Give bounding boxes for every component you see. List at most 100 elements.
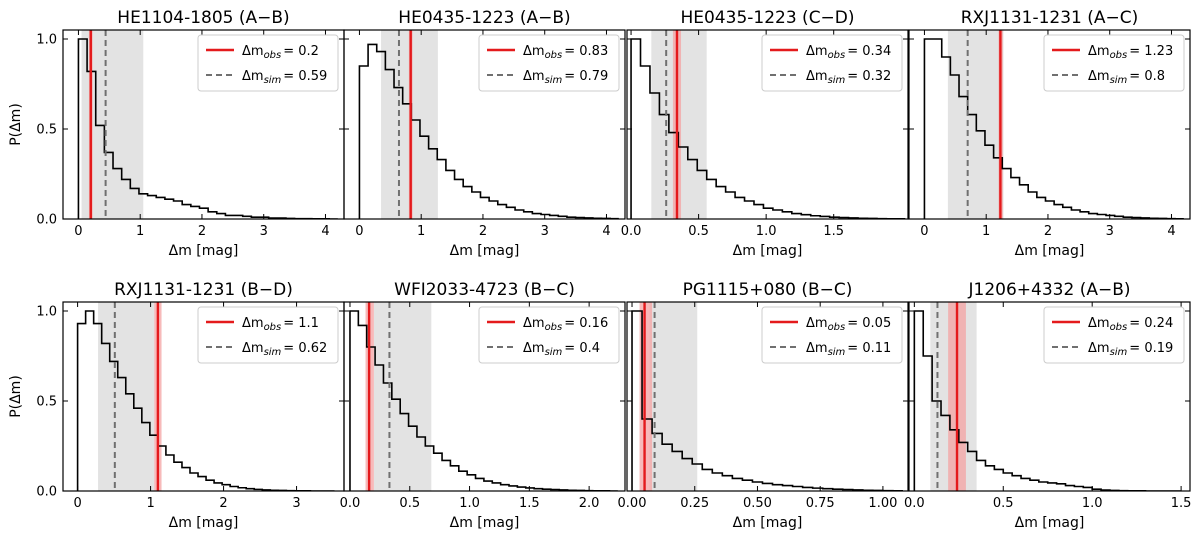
legend-sim-label: Δmsim = 0.4 [523,341,600,358]
panel-title: J1206+4332 (A−B) [968,280,1131,300]
legend-obs-label: Δmobs = 0.16 [523,316,608,333]
axes-frame [626,29,909,220]
x-axis-label: Δm [mag] [733,243,803,259]
x-tick-label: 0.5 [993,496,1014,511]
panel-title: HE0435-1223 (C−D) [680,8,854,28]
histogram-step-line [358,43,619,219]
x-axis-label: Δm [mag] [1015,243,1085,259]
axes-frame [626,301,909,492]
legend-sim-label: Δmsim = 0.32 [806,69,891,86]
plot-area [913,302,1182,491]
x-axis-label: Δm [mag] [733,515,803,531]
legend-obs-label: Δmobs = 0.2 [242,44,319,61]
histogram-step-line [631,310,903,491]
y-axis-label: P(Δm) [8,103,24,146]
chart-panel-3: 0.0 0.5 1.0 1.5 HE0435-1223 (C−D) Δm [mag] Δmo… [621,8,909,259]
plot-area [358,30,619,219]
sim-band [98,302,155,491]
x-tick-label: 4 [1167,224,1175,239]
axes-frame [908,301,1191,492]
legend-obs-label: Δmobs = 0.05 [806,316,891,333]
x-tick-label: 0.75 [806,496,835,511]
plot-area [923,30,1184,219]
axes-frame [343,29,626,220]
x-tick-label: 0 [73,496,81,511]
x-tick-label: 0 [920,224,928,239]
x-tick-label: 0.5 [688,224,709,239]
y-tick-label: 1.0 [36,305,57,320]
x-tick-label: 1 [146,496,154,511]
plot-area [77,30,338,219]
legend: Δmobs = 0.24 Δmsim = 0.19 [1043,306,1185,364]
panel-title: PG1115+080 (B−C) [683,280,853,300]
legend-obs-label: Δmobs = 1.1 [242,316,319,333]
x-tick-label: 2 [198,224,206,239]
x-tick-label: 4 [602,224,610,239]
x-tick-label: 3 [292,496,300,511]
chart-panel-1: 0 1 2 3 4 0.0 0.5 1.0 HE1104-1805 (A−B) Δm [mag] P… [8,8,345,259]
x-tick-label: 1 [982,224,990,239]
chart-panel-8: 0.0 0.5 1.0 1.5 J1206+4332 (A−B) Δm [mag] Δmob… [904,280,1191,531]
x-tick-label: 1.00 [868,496,897,511]
y-tick-label: 1.0 [36,33,57,48]
legend-obs-label: Δmobs = 0.24 [1088,316,1173,333]
plot-area [630,30,906,219]
chart-panel-4: 0 1 2 3 4 RXJ1131-1231 (A−C) Δm [mag] Δmobs = 1.… [908,8,1191,259]
legend: Δmobs = 0.05 Δmsim = 0.11 [761,306,903,364]
y-tick-label: 0.5 [36,123,57,138]
axes-frame [908,29,1191,220]
x-tick-label: 4 [321,224,329,239]
x-tick-label: 2 [479,224,487,239]
y-tick-label: 0.0 [36,213,57,228]
x-tick-label: 0.0 [340,496,361,511]
legend-obs-label: Δmobs = 0.83 [523,44,608,61]
sim-band [649,302,698,491]
x-tick-label: 2 [1044,224,1052,239]
x-tick-label: 0.0 [904,496,925,511]
panel-title: RXJ1131-1231 (B−D) [114,280,293,300]
y-tick-label: 0.5 [36,395,57,410]
x-axis-label: Δm [mag] [450,515,520,531]
legend-sim-label: Δmsim = 0.59 [242,69,327,86]
x-tick-label: 0.5 [399,496,420,511]
axes-frame [343,301,626,492]
panel-title: RXJ1131-1231 (A−C) [961,8,1139,28]
panel-title: HE1104-1805 (A−B) [117,8,289,28]
legend: Δmobs = 0.83 Δmsim = 0.79 [478,34,620,92]
x-tick-label: 2 [219,496,227,511]
x-axis-label: Δm [mag] [1015,515,1085,531]
legend-sim-label: Δmsim = 0.19 [1088,341,1173,358]
x-tick-label: 1.5 [823,224,844,239]
x-tick-label: 1 [136,224,144,239]
x-tick-label: 0.50 [743,496,772,511]
panel-title: HE0435-1223 (A−B) [398,8,570,28]
chart-panel-2: 0 1 2 3 4 HE0435-1223 (A−B) Δm [mag] Δmobs = 0.8… [343,8,626,259]
x-tick-label: 3 [541,224,549,239]
plot-area [631,302,903,491]
legend-sim-label: Δmsim = 0.62 [242,341,327,358]
x-axis-label: Δm [mag] [169,243,239,259]
chart-panel-7: 0.00 0.25 0.50 0.75 1.00 PG1115+080 (B−C) Δm [… [618,280,909,531]
x-tick-label: 0.00 [618,496,647,511]
legend: Δmobs = 0.34 Δmsim = 0.32 [761,34,903,92]
x-tick-label: 0 [74,224,82,239]
x-tick-label: 0 [355,224,363,239]
x-tick-label: 3 [260,224,268,239]
x-tick-label: 1.0 [1082,496,1103,511]
x-tick-label: 3 [1106,224,1114,239]
legend: Δmobs = 1.23 Δmsim = 0.8 [1043,34,1185,92]
sim-band [373,302,432,491]
y-axis-label: P(Δm) [8,375,24,418]
x-tick-label: 0.25 [680,496,709,511]
x-tick-label: 1.0 [459,496,480,511]
plot-area [349,302,618,491]
panel-title: WFI2033-4723 (B−C) [394,280,575,300]
legend-obs-label: Δmobs = 1.23 [1088,44,1173,61]
x-tick-label: 1.5 [519,496,540,511]
x-tick-label: 2.0 [579,496,600,511]
histogram-step-line [349,310,618,491]
histogram-step-line [630,38,906,219]
histogram-step-line [77,38,338,219]
x-axis-label: Δm [mag] [450,243,520,259]
